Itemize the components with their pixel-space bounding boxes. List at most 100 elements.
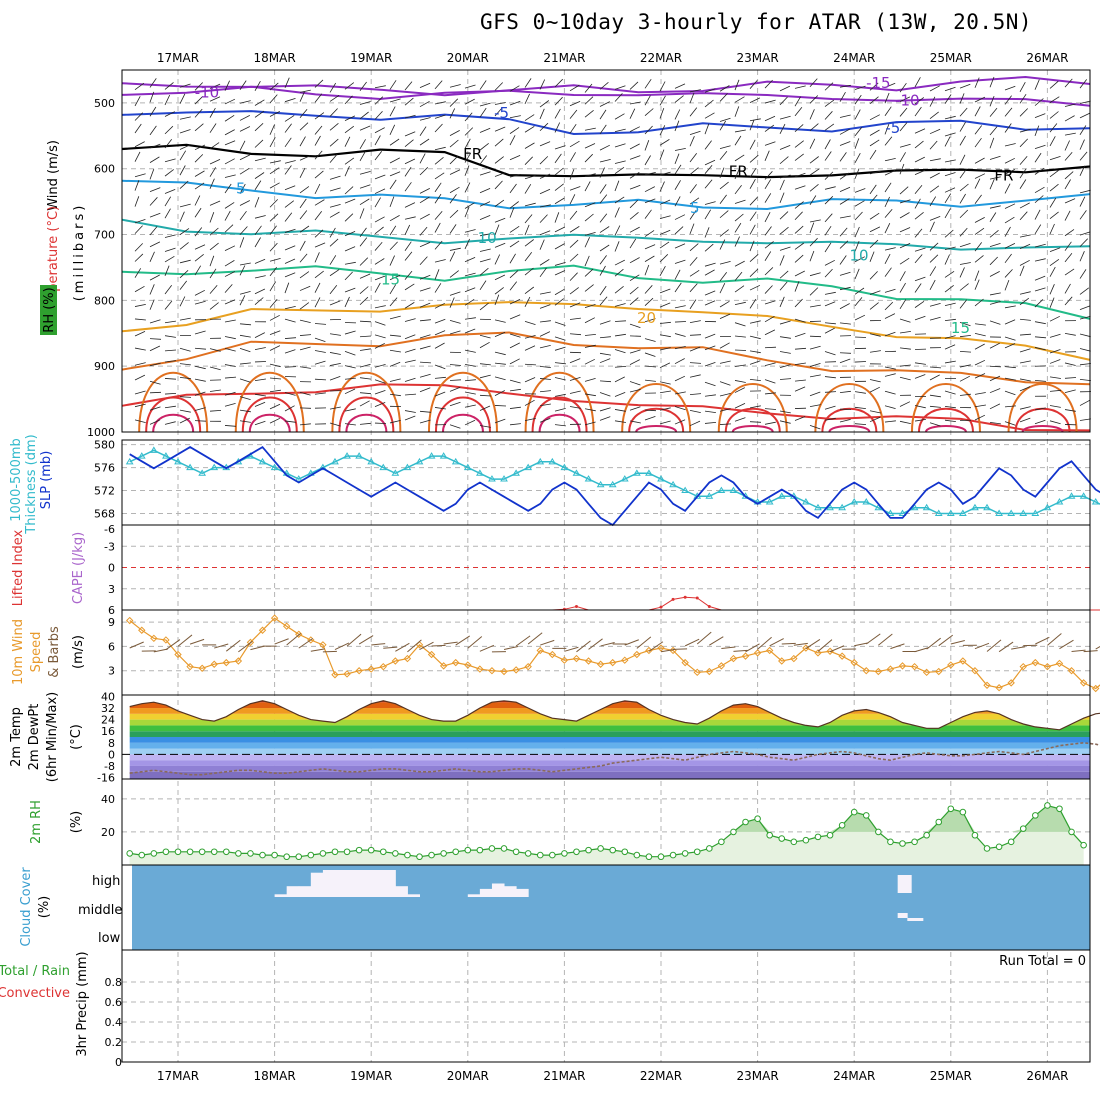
rh-marker: [1056, 805, 1063, 813]
wind-barb: [254, 378, 266, 382]
wind-barb: [1019, 333, 1032, 336]
rh-tick: 20: [101, 826, 115, 839]
wind-barb: [254, 420, 266, 426]
wind-barb: [1034, 186, 1045, 194]
wind-barb: [419, 82, 431, 89]
wind-barb: [869, 170, 881, 175]
wind-barb: [239, 115, 250, 121]
wind-barb: [689, 257, 698, 266]
wind-barb: [944, 344, 956, 350]
wind-barb: [779, 351, 791, 354]
top-date-label: 23MAR: [737, 51, 779, 65]
wind-barb: [779, 174, 791, 179]
wind-barb: [1019, 291, 1031, 295]
surface-wind-barb: [576, 640, 591, 653]
wind-barb: [614, 268, 624, 277]
wind-barb: [374, 275, 386, 281]
top-date-label: 20MAR: [447, 51, 489, 65]
wind-barb: [734, 236, 740, 247]
dewpoint-line: [129, 741, 1100, 776]
wind-barb: [134, 390, 146, 395]
wind-barb: [269, 213, 279, 222]
wind-barb: [869, 114, 880, 121]
wind-barb: [584, 202, 596, 208]
wind-barb: [689, 320, 701, 323]
wind-barb: [1004, 405, 1017, 408]
wind-barb: [239, 334, 251, 338]
temp-color-band: [129, 708, 1090, 714]
wind-barb: [644, 352, 656, 357]
wind-barb: [809, 95, 819, 104]
wind-barb: [974, 343, 985, 350]
wind-barb: [854, 126, 863, 137]
wind-barb: [599, 244, 610, 252]
wind-barb: [299, 122, 309, 131]
wind-barb: [734, 285, 745, 293]
rh-marker: [923, 831, 930, 839]
wind-barb: [524, 363, 537, 366]
wind-barb: [374, 390, 386, 395]
wind-speed-marker: [355, 667, 363, 675]
wind-barb: [1004, 216, 1015, 224]
rh-area-low: [129, 831, 1084, 865]
isotherm-label: FR: [729, 162, 748, 180]
wind-barb: [419, 334, 431, 339]
wind-barb: [959, 299, 968, 309]
wind-barb: [1034, 258, 1046, 262]
wind-barb: [659, 107, 665, 119]
surface-wind-barb: [274, 638, 289, 645]
wind-barb: [1034, 125, 1040, 137]
wind-barb: [1064, 210, 1071, 221]
wind-barb: [224, 391, 236, 396]
wind-barb: [239, 183, 246, 194]
wind-barb: [719, 167, 725, 178]
wind-barb: [749, 240, 755, 252]
wind-barb: [629, 126, 640, 132]
wind-barb: [329, 269, 340, 277]
wind-ylabel-3: & Barbs: [47, 626, 62, 678]
wind-barb: [734, 96, 745, 103]
thickness-marker: [451, 457, 460, 465]
thickness-marker: [862, 498, 871, 505]
wind-barb: [749, 298, 757, 309]
wind-barb: [1064, 362, 1076, 366]
wind-barb: [419, 302, 431, 308]
wind-barb: [464, 202, 475, 209]
wind-barb: [494, 418, 506, 424]
wind-barb: [599, 124, 607, 135]
li-marker: [683, 595, 687, 599]
cloud-middle-label: middle: [78, 903, 122, 918]
wind-barb: [734, 417, 746, 422]
wind-barb: [899, 199, 911, 204]
wind-barb: [1034, 287, 1046, 292]
wind-speed-marker: [874, 667, 883, 676]
wind-barb: [764, 193, 772, 203]
wind-speed-marker: [765, 646, 774, 655]
wind-barb: [704, 123, 710, 135]
wind-barb: [404, 158, 416, 165]
thickness-marker: [198, 469, 207, 476]
wind-barb: [134, 253, 144, 262]
rh-area-high: [129, 805, 1084, 832]
wind-barb: [164, 208, 171, 219]
wind-barb: [779, 145, 791, 150]
wind-barb: [464, 229, 476, 233]
wind-barb: [944, 172, 956, 177]
wind-barb: [374, 127, 385, 134]
precip-tick: 0.2: [105, 1036, 123, 1049]
wind-barb: [524, 156, 533, 165]
wind-barb: [1034, 79, 1040, 90]
surface-warm-loop: [524, 371, 595, 433]
wind-barb: [584, 393, 596, 397]
wind-barb: [794, 201, 804, 209]
wind-barb: [614, 392, 626, 397]
wind-barb: [299, 198, 307, 209]
wind-barb: [704, 201, 716, 205]
wind-barb: [539, 345, 551, 349]
wind-barb: [329, 376, 341, 381]
wind-barb: [314, 270, 324, 279]
wind-barb: [164, 300, 173, 310]
wind-barb: [464, 328, 476, 334]
wind-barb: [704, 165, 713, 174]
wind-barb: [509, 388, 521, 392]
